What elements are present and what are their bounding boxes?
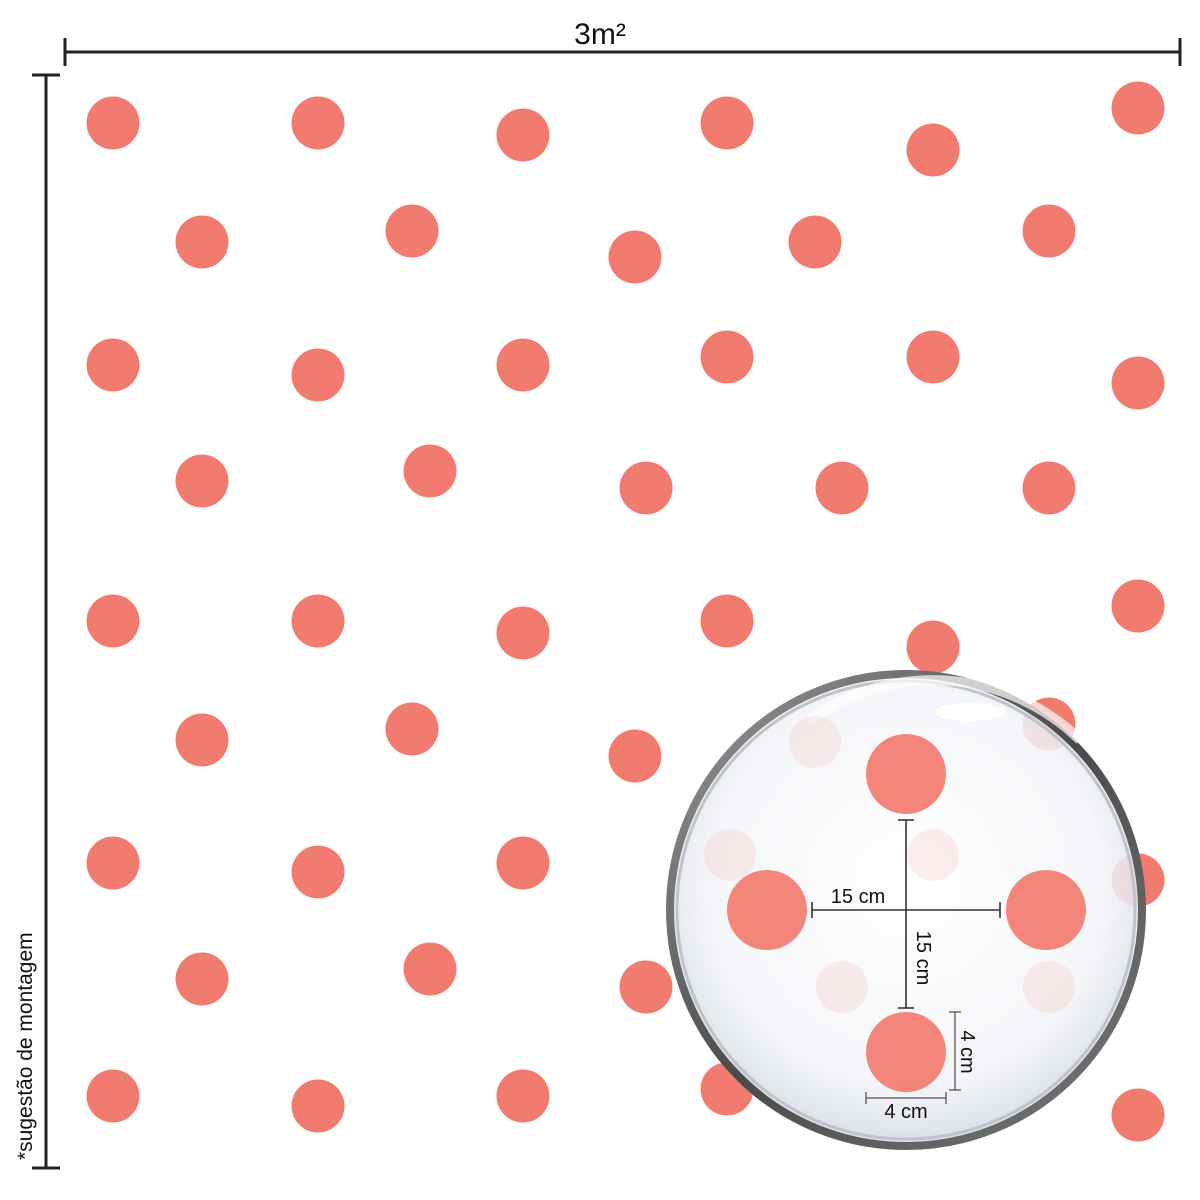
dot (788, 215, 842, 269)
dot (175, 454, 229, 508)
lens-faint-dot (907, 829, 959, 881)
dot (385, 702, 439, 756)
lens-faint-dot (704, 829, 756, 881)
dot (291, 845, 345, 899)
width-label: 3m² (574, 18, 626, 51)
dot (175, 215, 229, 269)
dot (86, 594, 140, 648)
dot (1111, 81, 1165, 135)
dot (496, 108, 550, 162)
dot (608, 230, 662, 284)
dot (700, 330, 754, 384)
lens-faint-dot (816, 961, 868, 1013)
lens-dot (1006, 870, 1086, 950)
dot (1022, 204, 1076, 258)
lens-dot (866, 1012, 946, 1092)
dot (403, 942, 457, 996)
dot (700, 594, 754, 648)
dot (291, 1079, 345, 1133)
dot-pattern (86, 81, 1165, 1142)
lens-faint-dot (789, 716, 841, 768)
mounting-suggestion-note: *sugestão de montagem (14, 932, 37, 1160)
dot (619, 461, 673, 515)
dot (291, 594, 345, 648)
dot (906, 620, 960, 674)
dot (175, 713, 229, 767)
height-dimension (32, 73, 60, 1170)
vertical-spacing-label: 15 cm (912, 931, 934, 985)
dot-height-label: 4 cm (956, 1030, 978, 1073)
width-dimension: 3m² (63, 18, 1182, 66)
dot-width-label: 4 cm (884, 1101, 927, 1123)
spacing-cross (811, 819, 1001, 1009)
dot (403, 444, 457, 498)
horizontal-spacing-label: 15 cm (831, 886, 885, 908)
dot (496, 836, 550, 890)
lens-dot (727, 870, 807, 950)
dot-size-dimension (865, 1011, 961, 1104)
lens-faint-dot (1023, 961, 1075, 1013)
dot (496, 1069, 550, 1123)
dot (700, 96, 754, 150)
dot (815, 461, 869, 515)
dot (496, 338, 550, 392)
dot (86, 836, 140, 890)
dot (385, 204, 439, 258)
dot (175, 952, 229, 1006)
lens-dot-pattern (704, 716, 1086, 1092)
dot (608, 729, 662, 783)
dot (1022, 461, 1076, 515)
dot (1111, 356, 1165, 410)
dot (1111, 579, 1165, 633)
dot (1111, 1088, 1165, 1142)
lens-dot (866, 734, 946, 814)
dot (86, 96, 140, 150)
dot (291, 348, 345, 402)
magnifier-lens: 15 cm 15 cm 4 cm 4 cm (666, 670, 1146, 1150)
dot (619, 960, 673, 1014)
dot (496, 606, 550, 660)
dot (86, 338, 140, 392)
dot (906, 330, 960, 384)
dot (86, 1069, 140, 1123)
dot (906, 123, 960, 177)
dot (291, 96, 345, 150)
